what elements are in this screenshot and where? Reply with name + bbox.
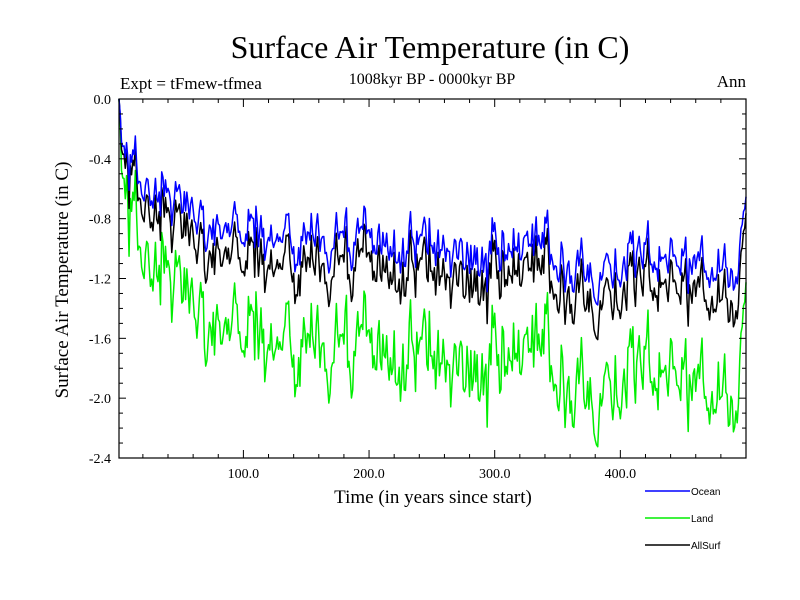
legend-ocean-label: Ocean xyxy=(691,487,720,498)
x-tick-label: 100.0 xyxy=(228,467,260,482)
y-tick-label: -0.8 xyxy=(89,213,111,228)
y-tick-label: -1.6 xyxy=(89,332,111,347)
series-line-allsurf xyxy=(118,98,747,341)
y-tick-label: -0.4 xyxy=(89,153,111,168)
chart-subtitle: 1008kyr BP - 0000kyr BP xyxy=(349,71,516,88)
y-tick-label: -2.0 xyxy=(89,392,111,407)
series-line-land xyxy=(118,98,747,448)
season-label: Ann xyxy=(717,72,747,91)
legend-allsurf-label: AllSurf xyxy=(691,541,721,552)
series-line-ocean xyxy=(118,98,747,306)
x-tick-label: 300.0 xyxy=(479,467,511,482)
x-axis-label: Time (in years since start) xyxy=(334,487,532,508)
x-tick-label: 400.0 xyxy=(605,467,637,482)
y-tick-label: -1.2 xyxy=(89,273,111,288)
y-axis-label: Surface Air Temperature (in C) xyxy=(52,162,73,399)
experiment-label: Expt = tFmew-tfmea xyxy=(120,74,262,93)
legend: Ocean Land AllSurf xyxy=(645,487,721,552)
x-tick-label: 200.0 xyxy=(353,467,385,482)
chart-title: Surface Air Temperature (in C) xyxy=(231,29,630,65)
y-tick-label: 0.0 xyxy=(94,93,112,108)
y-tick-label: -2.4 xyxy=(89,452,111,467)
legend-land-label: Land xyxy=(691,514,713,525)
ticks-layer: 0.0 -0.4 -0.8 -1.2 -1.6 -2.0 -2.4 100.0 200.0 300… xyxy=(89,93,746,482)
series-layer xyxy=(118,98,747,448)
